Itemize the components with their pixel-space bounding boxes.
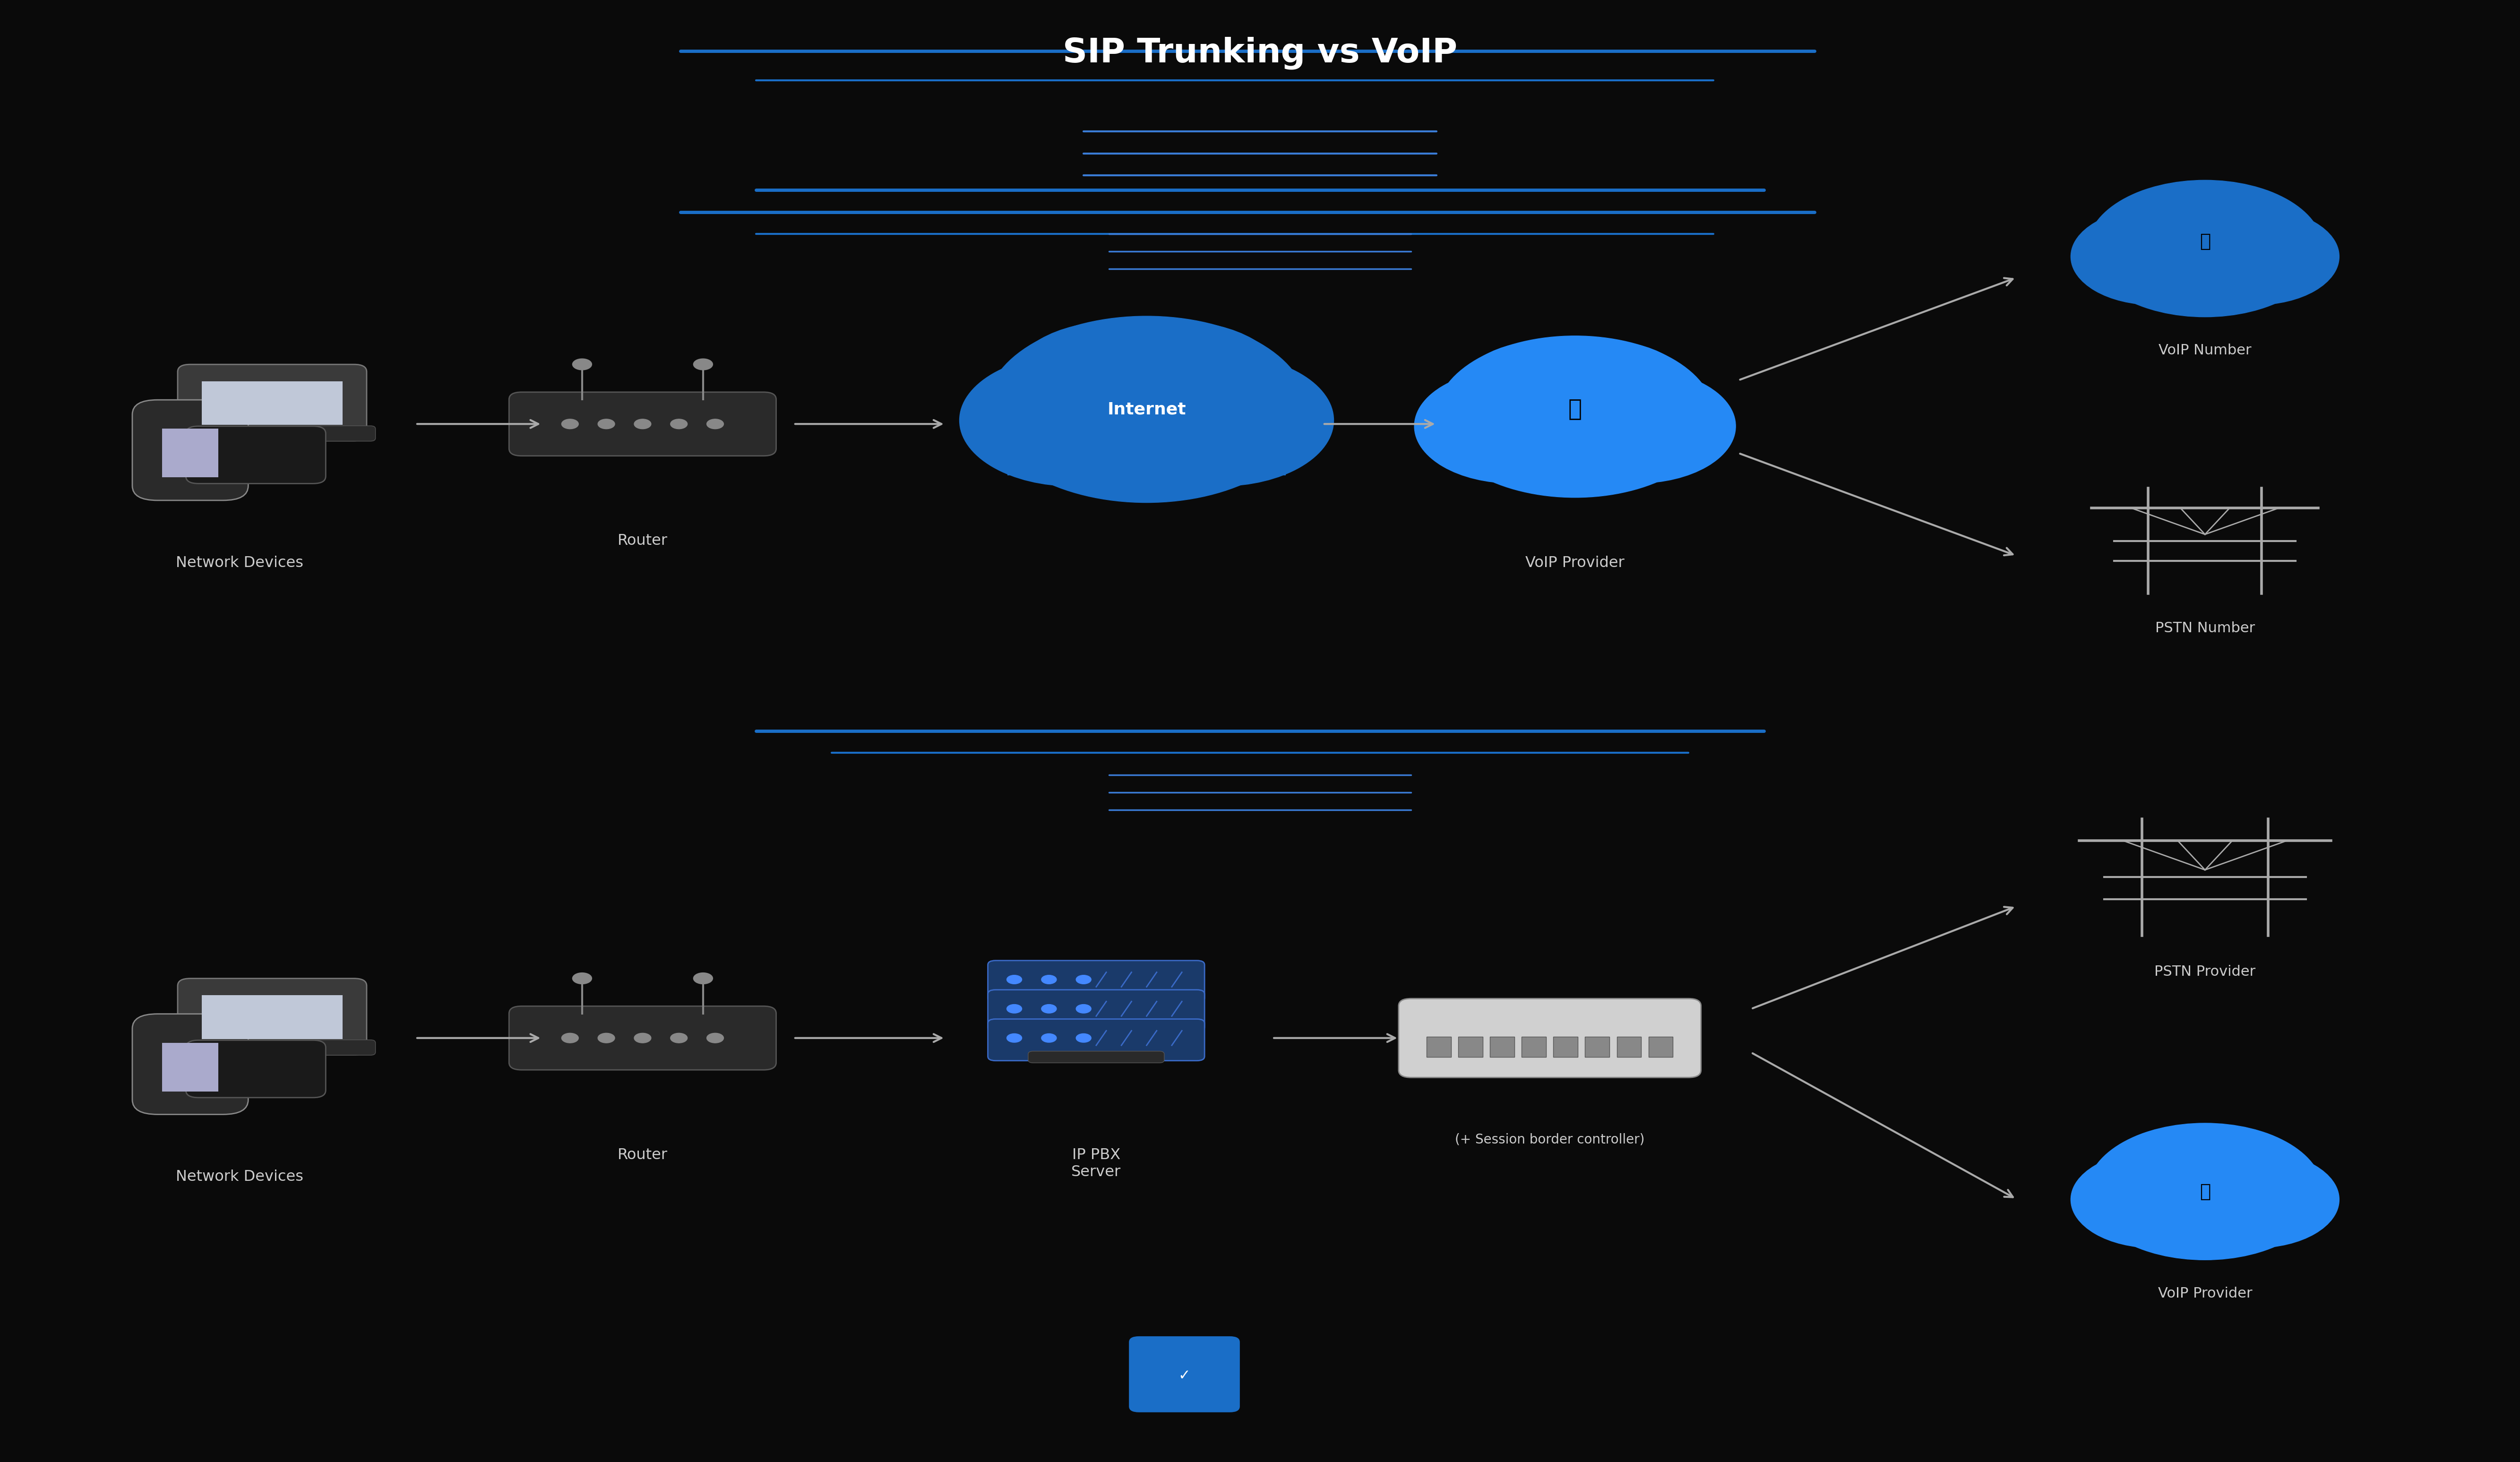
Circle shape xyxy=(635,420,650,428)
Circle shape xyxy=(706,1034,723,1042)
FancyBboxPatch shape xyxy=(988,1019,1205,1061)
FancyBboxPatch shape xyxy=(2109,1196,2301,1240)
Circle shape xyxy=(1076,322,1283,442)
FancyBboxPatch shape xyxy=(1618,1037,1641,1057)
Circle shape xyxy=(1041,1004,1056,1013)
Circle shape xyxy=(1011,322,1217,442)
Circle shape xyxy=(2107,1127,2258,1216)
Text: 📞: 📞 xyxy=(1567,398,1583,421)
Circle shape xyxy=(1414,368,1610,482)
Circle shape xyxy=(2087,1123,2323,1260)
FancyBboxPatch shape xyxy=(1426,1037,1452,1057)
Text: Network Devices: Network Devices xyxy=(176,1170,302,1184)
Circle shape xyxy=(1106,355,1333,485)
FancyBboxPatch shape xyxy=(1129,1336,1240,1412)
Circle shape xyxy=(597,420,615,428)
Text: PSTN Provider: PSTN Provider xyxy=(2155,965,2255,978)
Text: ✓: ✓ xyxy=(1179,1368,1189,1383)
FancyBboxPatch shape xyxy=(1552,1037,1578,1057)
FancyBboxPatch shape xyxy=(169,425,375,442)
FancyBboxPatch shape xyxy=(202,996,343,1039)
Circle shape xyxy=(960,355,1187,485)
Text: Internet: Internet xyxy=(1106,402,1187,417)
Circle shape xyxy=(1512,341,1693,446)
FancyBboxPatch shape xyxy=(176,978,368,1056)
FancyBboxPatch shape xyxy=(176,364,368,442)
Circle shape xyxy=(2087,180,2323,317)
FancyBboxPatch shape xyxy=(134,401,247,500)
Text: SIP Trunking vs VoIP: SIP Trunking vs VoIP xyxy=(1063,37,1457,69)
FancyBboxPatch shape xyxy=(1522,1037,1547,1057)
Circle shape xyxy=(2107,184,2258,272)
Circle shape xyxy=(1540,368,1736,482)
FancyBboxPatch shape xyxy=(1457,421,1693,474)
Text: 📞: 📞 xyxy=(2200,1183,2210,1200)
Circle shape xyxy=(2071,1152,2238,1249)
Circle shape xyxy=(1005,1034,1021,1042)
FancyBboxPatch shape xyxy=(161,428,219,477)
FancyBboxPatch shape xyxy=(186,427,325,484)
FancyBboxPatch shape xyxy=(1459,1037,1482,1057)
Circle shape xyxy=(706,420,723,428)
Circle shape xyxy=(562,420,580,428)
Text: 📞: 📞 xyxy=(2200,232,2210,250)
Circle shape xyxy=(1076,1004,1091,1013)
Circle shape xyxy=(985,316,1308,503)
Text: VoIP Provider: VoIP Provider xyxy=(2157,1287,2253,1300)
Circle shape xyxy=(572,358,592,370)
Circle shape xyxy=(670,1034,688,1042)
Circle shape xyxy=(2172,209,2339,304)
Circle shape xyxy=(562,1034,580,1042)
Circle shape xyxy=(1436,336,1714,497)
Circle shape xyxy=(1041,1034,1056,1042)
Circle shape xyxy=(1076,975,1091,984)
Circle shape xyxy=(2071,209,2238,304)
Circle shape xyxy=(693,358,713,370)
Text: (+ Session border controller): (+ Session border controller) xyxy=(1454,1133,1646,1146)
Text: VoIP Number: VoIP Number xyxy=(2160,344,2250,357)
FancyBboxPatch shape xyxy=(509,392,776,456)
FancyBboxPatch shape xyxy=(1648,1037,1673,1057)
FancyBboxPatch shape xyxy=(202,382,343,425)
FancyBboxPatch shape xyxy=(509,1006,776,1070)
Circle shape xyxy=(693,972,713,984)
Circle shape xyxy=(2172,1152,2339,1249)
FancyBboxPatch shape xyxy=(1028,1051,1164,1063)
FancyBboxPatch shape xyxy=(988,990,1205,1032)
FancyBboxPatch shape xyxy=(161,1042,219,1091)
FancyBboxPatch shape xyxy=(134,1015,247,1114)
Circle shape xyxy=(1005,1004,1021,1013)
FancyBboxPatch shape xyxy=(1585,1037,1610,1057)
Circle shape xyxy=(2152,1127,2303,1216)
Text: Router: Router xyxy=(617,534,668,548)
Text: Router: Router xyxy=(617,1148,668,1162)
Text: VoIP Provider: VoIP Provider xyxy=(1525,556,1625,570)
Text: IP PBX
Server: IP PBX Server xyxy=(1071,1148,1121,1180)
Circle shape xyxy=(670,420,688,428)
Text: Network Devices: Network Devices xyxy=(176,556,302,570)
Circle shape xyxy=(572,972,592,984)
FancyBboxPatch shape xyxy=(2109,253,2301,297)
FancyBboxPatch shape xyxy=(988,961,1205,1003)
Circle shape xyxy=(1005,975,1021,984)
FancyBboxPatch shape xyxy=(186,1041,325,1098)
Circle shape xyxy=(635,1034,650,1042)
FancyBboxPatch shape xyxy=(169,1039,375,1056)
FancyBboxPatch shape xyxy=(1489,1037,1515,1057)
Text: PSTN Number: PSTN Number xyxy=(2155,621,2255,635)
FancyBboxPatch shape xyxy=(1399,999,1701,1077)
Circle shape xyxy=(1041,975,1056,984)
Circle shape xyxy=(597,1034,615,1042)
FancyBboxPatch shape xyxy=(1008,415,1285,475)
Circle shape xyxy=(1457,341,1638,446)
Circle shape xyxy=(1076,1034,1091,1042)
Circle shape xyxy=(2152,184,2303,272)
